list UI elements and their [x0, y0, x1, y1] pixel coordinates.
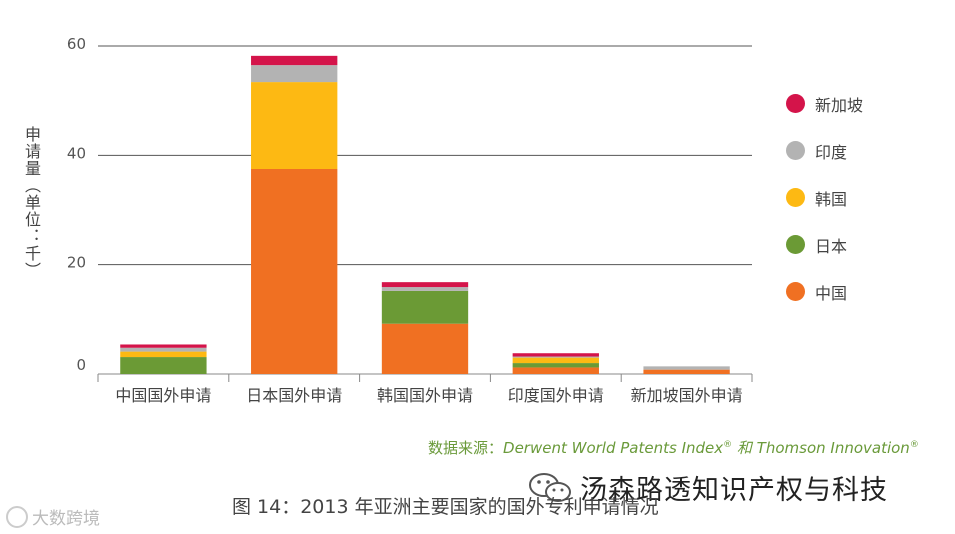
- watermark: 汤森路透知识产权与科技: [528, 468, 888, 507]
- bar-4-0: [643, 369, 730, 374]
- y-axis-label: 申请量（单位：千）: [22, 126, 41, 279]
- source-reg2: ®: [909, 440, 919, 450]
- legend-label: 日本: [815, 236, 848, 256]
- source-reg1: ®: [723, 440, 733, 450]
- corner-logo: 大数跨境: [6, 504, 100, 529]
- wechat-icon: [528, 471, 572, 505]
- legend-swatch: [786, 141, 805, 160]
- logo-ring-icon: [6, 505, 28, 528]
- bar-0-1: [120, 357, 207, 374]
- x-tick-label: 印度国外申请: [508, 386, 604, 405]
- bar-3-4: [512, 353, 599, 357]
- source-and: 和: [732, 439, 757, 457]
- legend-swatch: [786, 235, 805, 254]
- source-part2: Thomson Innovation: [756, 439, 910, 457]
- legend-item: 中国: [786, 268, 863, 315]
- legend-label: 印度: [815, 142, 848, 162]
- corner-logo-text: 大数跨境: [32, 509, 100, 529]
- bar-3-1: [512, 363, 599, 368]
- legend-swatch: [786, 94, 805, 113]
- x-tick-label: 韩国国外申请: [377, 386, 473, 405]
- bar-2-4: [381, 282, 469, 288]
- y-tick-label: 20: [67, 254, 86, 272]
- x-tick-label: 日本国外申请: [246, 386, 342, 405]
- y-tick-label: 0: [76, 356, 86, 374]
- legend-label: 中国: [815, 283, 848, 303]
- data-source: 数据来源：Derwent World Patents Index® 和 Thom…: [428, 437, 919, 458]
- bar-1-2: [251, 82, 338, 169]
- bar-2-0: [381, 323, 469, 374]
- y-tick-label: 60: [67, 35, 86, 53]
- legend: 新加坡印度韩国日本中国: [786, 80, 863, 315]
- bar-3-0: [512, 367, 599, 374]
- bar-0-3: [120, 347, 207, 352]
- legend-label: 新加坡: [815, 95, 864, 115]
- bar-0-4: [120, 344, 207, 348]
- y-tick-label: 40: [67, 144, 86, 162]
- source-prefix: 数据来源：: [428, 439, 504, 457]
- bar-3-2: [512, 357, 599, 364]
- legend-item: 印度: [786, 127, 863, 174]
- legend-swatch: [786, 188, 805, 207]
- bar-0-2: [120, 351, 207, 358]
- bar-3-3: [512, 356, 599, 358]
- x-tick-label: 新加坡国外申请: [631, 386, 743, 405]
- legend-label: 韩国: [815, 189, 848, 209]
- bar-1-3: [251, 65, 338, 83]
- bar-2-3: [381, 287, 469, 291]
- legend-item: 新加坡: [786, 80, 863, 127]
- legend-swatch: [786, 282, 805, 301]
- source-part1: Derwent World Patents Index: [503, 439, 724, 457]
- watermark-text: 汤森路透知识产权与科技: [580, 475, 888, 506]
- bar-4-3: [643, 366, 730, 370]
- figure-caption: 图 14：2013 年亚洲主要国家的国外专利申请情况: [232, 496, 659, 518]
- legend-item: 韩国: [786, 174, 863, 221]
- bar-1-4: [251, 55, 338, 66]
- legend-item: 日本: [786, 221, 863, 268]
- bar-2-1: [381, 290, 469, 324]
- x-tick-label: 中国国外申请: [115, 386, 211, 405]
- bar-1-0: [251, 169, 338, 374]
